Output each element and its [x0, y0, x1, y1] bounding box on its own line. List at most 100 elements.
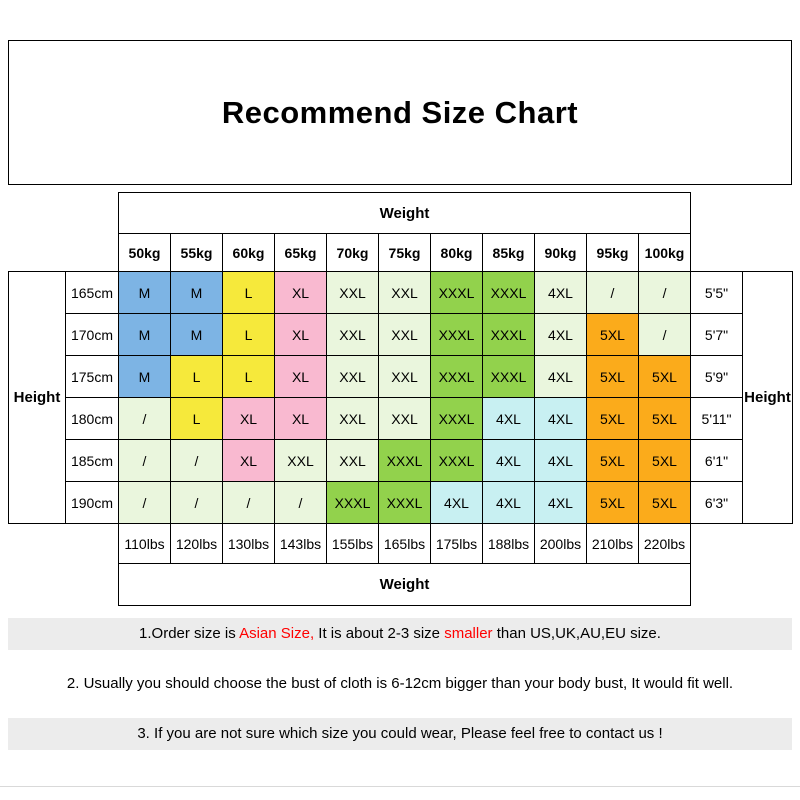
size-cell: 5XL [637, 481, 692, 524]
height-ft-cell: 5'5" [690, 271, 744, 314]
size-cell: 4XL [482, 397, 535, 440]
blank-cell [8, 523, 119, 564]
size-cell: L [222, 355, 275, 398]
size-cell: L [222, 271, 275, 314]
size-cell: XL [274, 397, 327, 440]
table-row: Weight [8, 192, 793, 234]
table-row: 190cm / / / / XXXL XXXL 4XL 4XL 4XL 5XL 5XL 6'3" [9, 481, 793, 524]
height-cm-header: 180cm [65, 397, 119, 440]
size-cell: / [170, 481, 223, 524]
size-cell: XXL [378, 397, 431, 440]
size-cell: XXXL [430, 355, 483, 398]
size-cell: L [170, 355, 223, 398]
size-cell: 4XL [534, 481, 587, 524]
weight-header-bottom: Weight [117, 563, 692, 606]
size-cell: / [118, 439, 171, 482]
table-row: 50kg 55kg 60kg 65kg 70kg 75kg 80kg 85kg 90kg 95kg… [8, 233, 793, 272]
weight-lbs-cell: 175lbs [430, 523, 483, 564]
size-cell: 5XL [586, 397, 639, 440]
note-text: 1.Order size is [139, 625, 240, 642]
table-row: 170cm M M L XL XXL XXL XXXL XXXL 4XL 5XL/5'7" [9, 313, 793, 356]
size-cell: 5XL [586, 313, 639, 356]
size-cell: M [118, 271, 171, 314]
height-ft-cell: 5'9" [690, 355, 744, 398]
note-text: 2. Usually you should choose the bust of… [66, 675, 734, 692]
note-text: It is about 2-3 size [314, 625, 445, 642]
note-asian-size: 1.Order size is Asian Size, It is about … [8, 618, 792, 650]
weight-kg-header: 85kg [482, 233, 535, 272]
blank-cell [8, 192, 119, 234]
size-chart-table: Weight 50kg 55kg 60kg 65kg 70kg 75kg 80kg 85kg 90… [8, 192, 794, 606]
size-cell: / [118, 397, 171, 440]
blank-cell [690, 523, 793, 564]
size-cell: M [170, 313, 223, 356]
blank-cell [8, 233, 119, 272]
weight-lbs-cell: 155lbs [326, 523, 379, 564]
size-cell: XXL [378, 271, 431, 314]
size-cell: 4XL [534, 397, 587, 440]
title-box: Recommend Size Chart [8, 40, 792, 185]
size-cell: / [222, 481, 275, 524]
notes-section: 1.Order size is Asian Size, It is about … [8, 618, 792, 750]
weight-lbs-cell: 210lbs [586, 523, 639, 564]
size-cell: / [170, 439, 223, 482]
size-cell: 5XL [637, 439, 692, 482]
blank-cell [690, 192, 793, 234]
height-cm-header: 190cm [65, 481, 119, 524]
size-cell: XXL [378, 355, 431, 398]
size-cell: XXXL [378, 439, 431, 482]
bottom-divider [0, 786, 800, 787]
size-cell: / [637, 271, 692, 314]
size-cell: XXL [378, 313, 431, 356]
table-row: Height 165cm M M L XL XXL XXL XXXL XXXL 4XL //5'5" H… [8, 271, 794, 524]
size-cell: 4XL [534, 355, 587, 398]
height-cm-header: 165cm [65, 271, 119, 314]
size-cell: XXL [274, 439, 327, 482]
note-bust-advice: 2. Usually you should choose the bust of… [8, 668, 792, 700]
weight-kg-header: 55kg [170, 233, 223, 272]
height-ft-cell: 5'7" [690, 313, 744, 356]
size-cell: XXXL [482, 355, 535, 398]
size-cell: 5XL [637, 397, 692, 440]
note-highlight-text: Asian Size, [239, 625, 315, 642]
weight-lbs-cell: 110lbs [118, 523, 171, 564]
note-text: than US,UK,AU,EU size. [492, 625, 661, 642]
size-cell: 5XL [586, 355, 639, 398]
weight-lbs-cell: 220lbs [637, 523, 692, 564]
size-cell: XXL [326, 397, 379, 440]
size-cell: 4XL [534, 439, 587, 482]
table-row: 180cm / L XL XL XXL XXL XXXL 4XL 4XL 5XL 5XL 5'11" [9, 397, 793, 440]
blank-cell [690, 563, 793, 606]
weight-kg-header: 50kg [118, 233, 171, 272]
size-cell: XL [274, 313, 327, 356]
size-cell: XXXL [430, 313, 483, 356]
blank-cell [690, 233, 793, 272]
table-row: 110lbs 120lbs 130lbs 143lbs 155lbs 165lbs 175l… [8, 523, 793, 564]
size-cell: XXL [326, 313, 379, 356]
size-cell: 4XL [430, 481, 483, 524]
size-cell: 5XL [586, 481, 639, 524]
height-label-right: Height [742, 271, 794, 524]
weight-kg-header: 65kg [274, 233, 327, 272]
size-cell: 4XL [534, 313, 587, 356]
page-title: Recommend Size Chart [221, 94, 579, 130]
note-contact-us: 3. If you are not sure which size you co… [8, 718, 792, 750]
size-cell: M [118, 355, 171, 398]
size-cell: XL [222, 397, 275, 440]
weight-kg-header: 75kg [378, 233, 431, 272]
weight-header-top: Weight [117, 192, 692, 234]
height-label-left: Height [8, 271, 66, 524]
weight-kg-header: 95kg [586, 233, 639, 272]
weight-lbs-cell: 200lbs [534, 523, 587, 564]
size-cell: / [637, 313, 692, 356]
table-row: 185cm / / XL XXL XXL XXXL XXXL 4XL 4XL 5XL 5XL 6'1" [9, 439, 793, 482]
size-cell: L [170, 397, 223, 440]
weight-lbs-cell: 165lbs [378, 523, 431, 564]
height-ft-cell: 5'11" [690, 397, 744, 440]
weight-lbs-cell: 188lbs [482, 523, 535, 564]
size-cell: XL [274, 271, 327, 314]
table-row: 175cm M L L XL XXL XXL XXXL XXXL 4XL 5XL 5XL 5'9" [9, 355, 793, 398]
height-cm-header: 175cm [65, 355, 119, 398]
note-text: 3. If you are not sure which size you co… [137, 725, 663, 742]
